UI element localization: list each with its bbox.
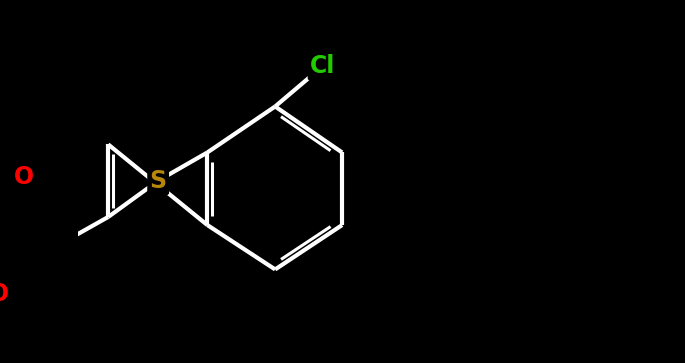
Text: O: O [14, 165, 34, 189]
Text: Cl: Cl [310, 54, 336, 78]
Text: S: S [149, 169, 166, 193]
Text: O: O [0, 282, 10, 306]
